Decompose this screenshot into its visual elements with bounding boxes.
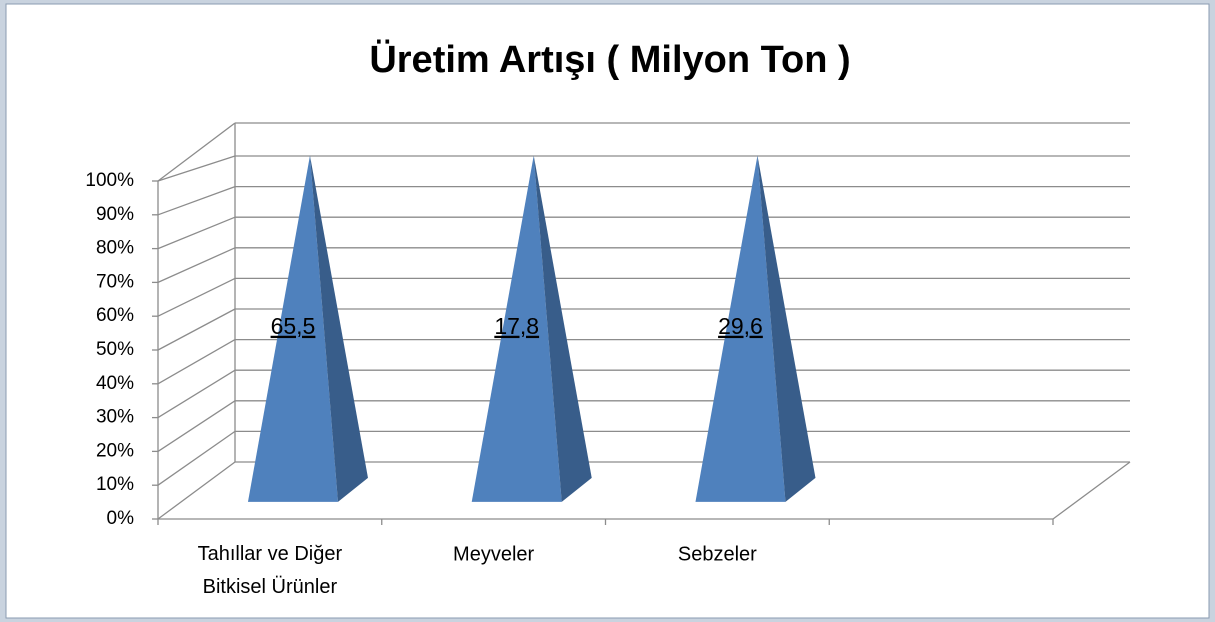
y-tick-label: 90% xyxy=(96,204,134,225)
grid-line xyxy=(157,185,236,216)
grid-line xyxy=(157,400,236,452)
pyramid-side xyxy=(757,155,816,502)
y-tick-label: 50% xyxy=(96,339,134,360)
pyramid xyxy=(695,155,816,502)
floor-edge xyxy=(1052,461,1131,520)
y-tick-label: 80% xyxy=(96,238,134,259)
x-tick-label-line: Tahıllar ve Diğer xyxy=(198,543,343,565)
pyramid xyxy=(471,155,592,502)
wall-edge xyxy=(157,122,236,182)
grid-line xyxy=(157,308,236,351)
y-tick-label: 60% xyxy=(96,305,134,326)
x-tick-label: Meyveler xyxy=(453,543,534,565)
y-tick-label: 40% xyxy=(96,373,134,394)
grid-line xyxy=(157,430,236,486)
pyramid-front xyxy=(471,155,562,502)
y-tick-label: 100% xyxy=(85,170,134,191)
grid-line xyxy=(157,461,236,520)
data-label: 65,5 xyxy=(271,313,316,339)
pyramid-side xyxy=(309,155,368,502)
data-label: 29,6 xyxy=(718,313,763,339)
y-tick-label: 10% xyxy=(96,474,134,495)
y-tick-label: 20% xyxy=(96,440,134,461)
y-tick-label: 30% xyxy=(96,407,134,428)
pyramid-front xyxy=(695,155,786,502)
grid-line xyxy=(157,277,236,317)
pyramid xyxy=(247,155,368,502)
x-tick-label: Sebzeler xyxy=(678,543,757,565)
grid-line xyxy=(157,155,236,182)
grid-line xyxy=(157,247,236,283)
y-tick-label: 0% xyxy=(107,508,135,529)
pyramid-front xyxy=(247,155,338,502)
chart-title: Üretim Artışı ( Milyon Ton ) xyxy=(369,38,850,81)
pyramid-side xyxy=(533,155,592,502)
x-tick-label-line: Bitkisel Ürünler xyxy=(203,576,338,598)
y-tick-label: 70% xyxy=(96,271,134,292)
x-tick-label: Tahıllar ve Diğer Bitkisel Ürünler xyxy=(198,543,343,598)
data-label: 17,8 xyxy=(494,313,539,339)
grid-line xyxy=(157,369,236,419)
grid-line xyxy=(157,339,236,385)
chart-area xyxy=(5,3,1210,619)
grid-line xyxy=(157,216,236,250)
